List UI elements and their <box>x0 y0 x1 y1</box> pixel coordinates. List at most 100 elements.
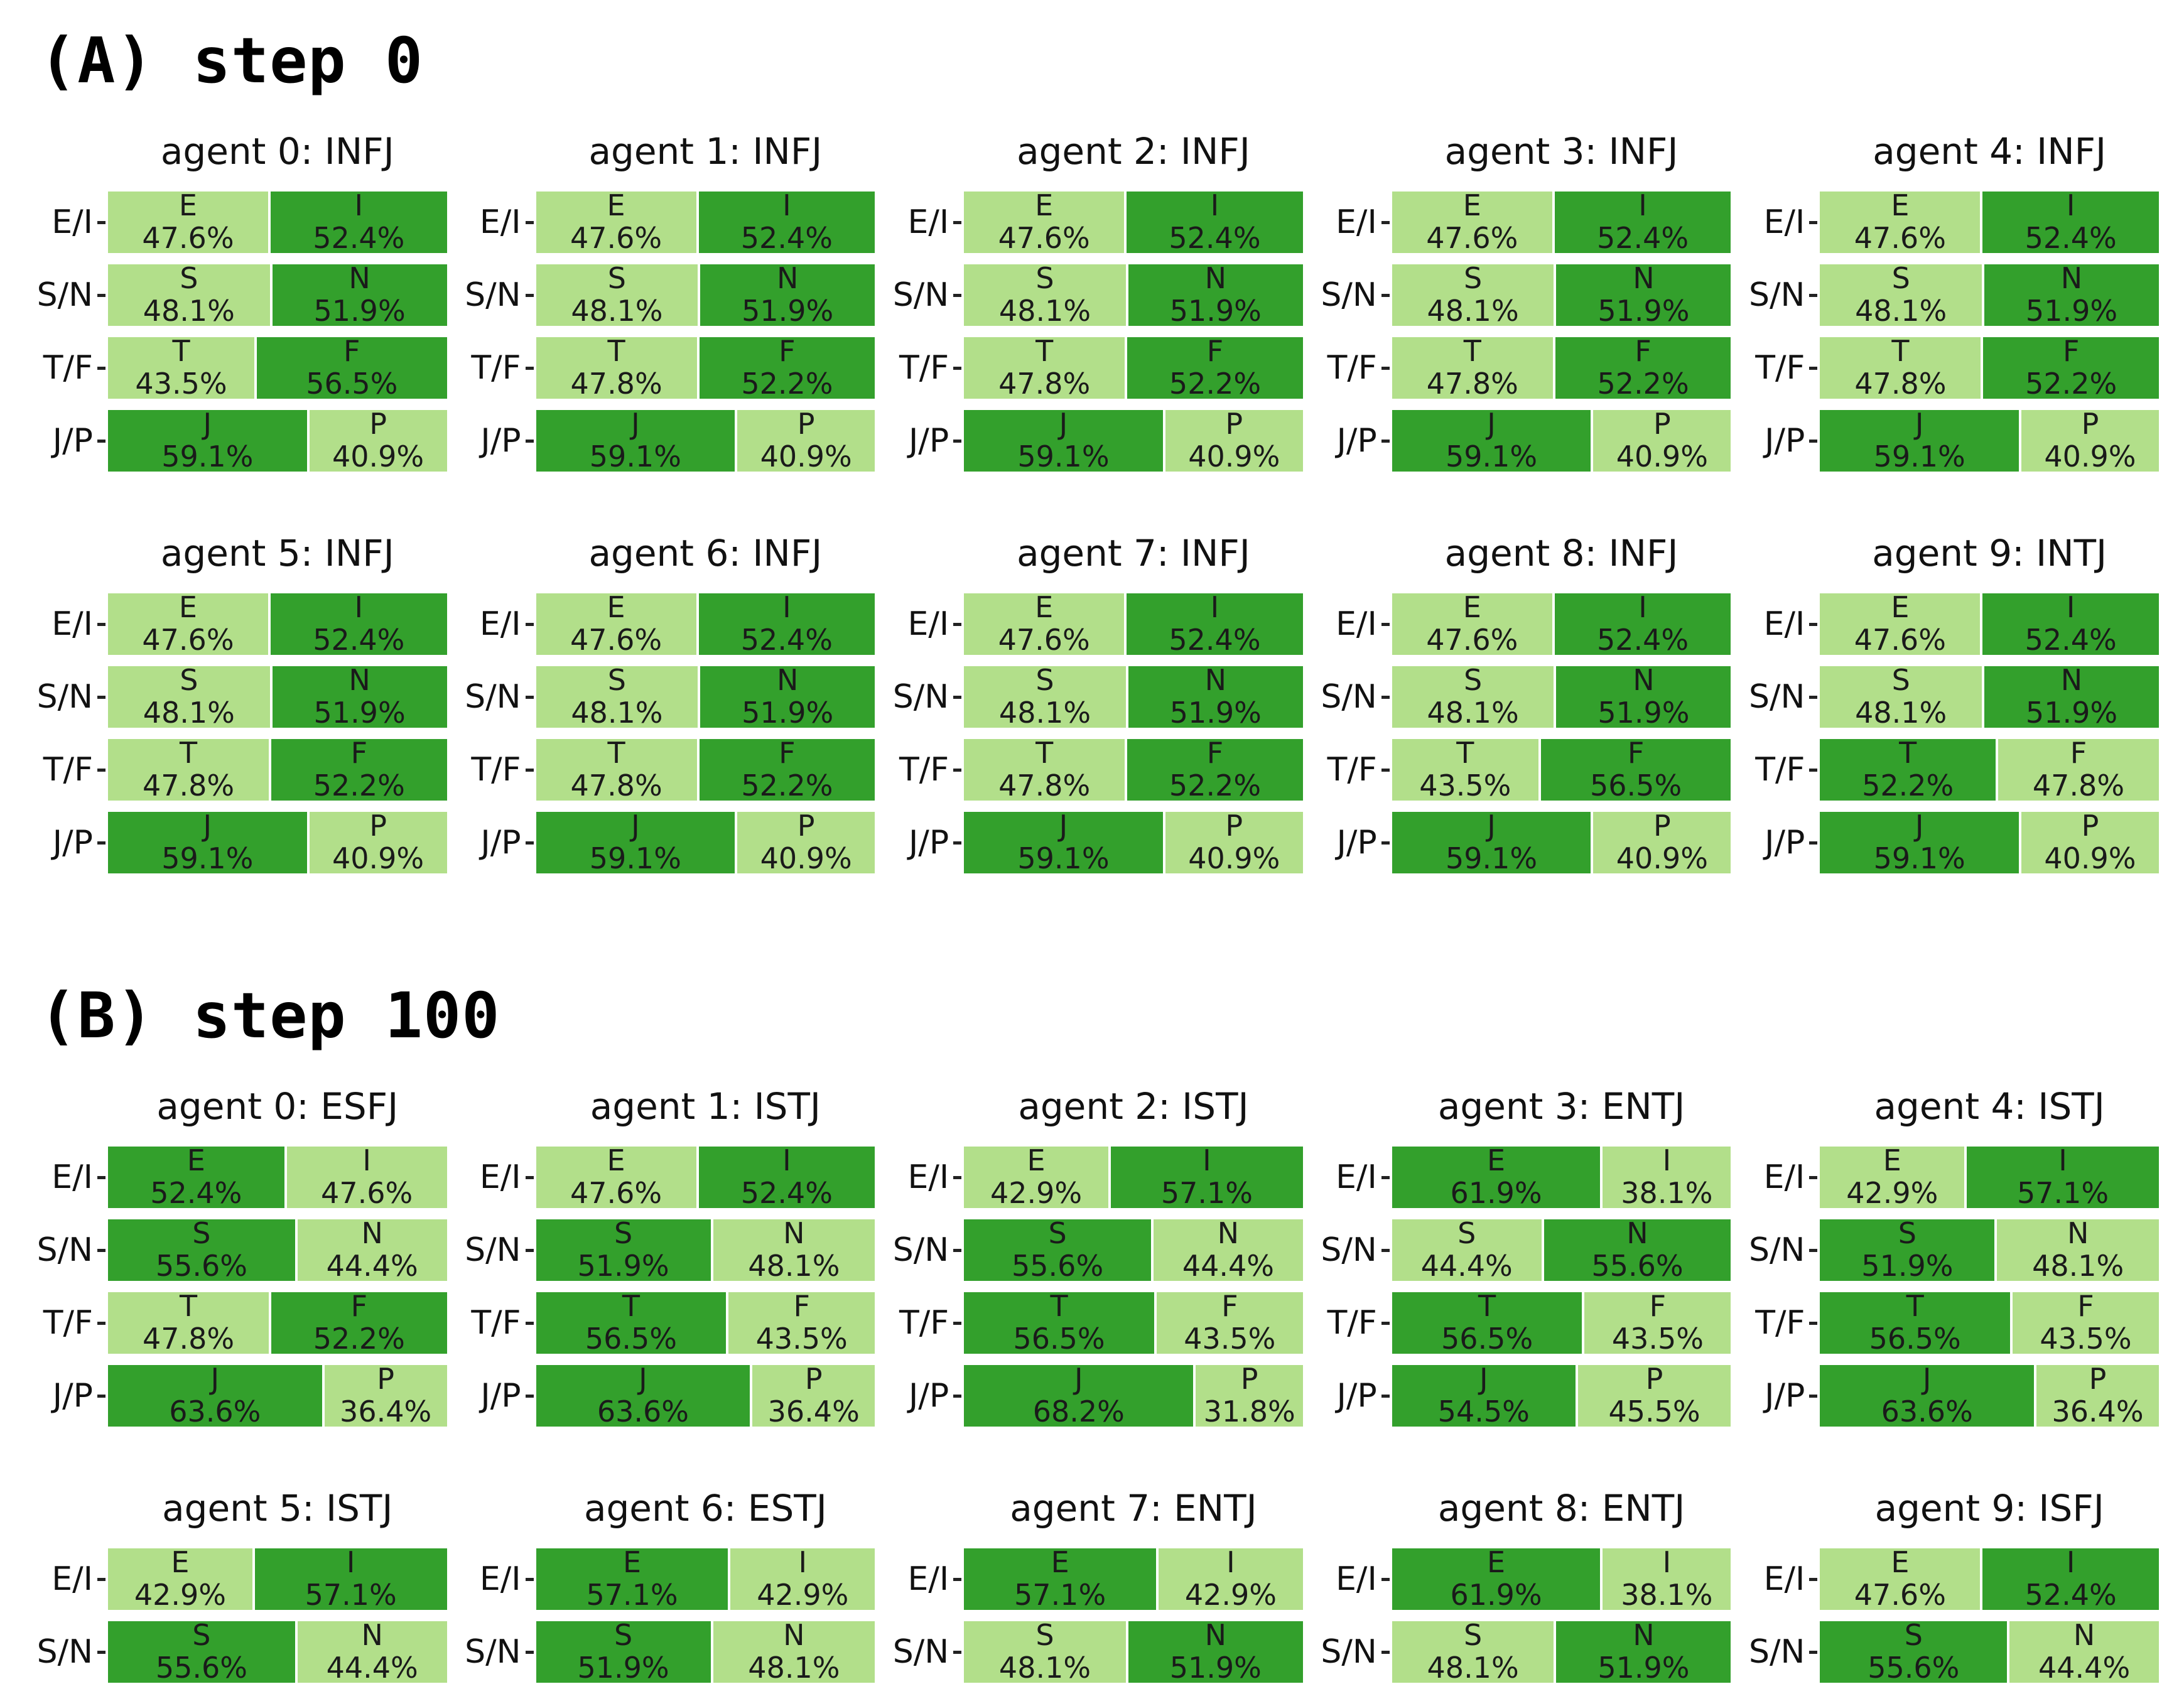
segment-letter: S <box>1464 666 1483 698</box>
axis-tick-mark-icon <box>1381 439 1390 443</box>
bar-segment-s: S 48.1% <box>536 264 698 326</box>
segment-letter: J <box>639 1365 647 1396</box>
segment-percent: 43.5% <box>1184 1322 1276 1354</box>
segment-percent: 47.6% <box>142 221 234 253</box>
bar-segment-s: S 48.1% <box>1392 264 1554 326</box>
segment-letter: S <box>614 1219 633 1251</box>
dichotomy-row: S/N S 51.9% N 48.1% <box>1737 1219 2159 1281</box>
segment-letter: E <box>1051 1548 1069 1580</box>
axis-tick-mark-icon <box>1809 220 1818 224</box>
bar-segment-e: E 61.9% <box>1392 1548 1601 1610</box>
segment-percent: 48.1% <box>1855 696 1947 728</box>
dichotomy-row: J/P J 59.1% P 40.9% <box>881 410 1303 472</box>
stacked-bar: E 47.6% I 52.4% <box>536 593 875 655</box>
segment-percent: 57.1% <box>586 1578 678 1610</box>
segment-percent: 63.6% <box>1881 1395 1973 1427</box>
axis-cell: J/P <box>881 1377 964 1415</box>
segment-letter: S <box>1891 666 1910 698</box>
dichotomy-row: S/N S 51.9% N 48.1% <box>453 1219 875 1281</box>
segment-letter: S <box>1457 1219 1476 1251</box>
axis-tick-mark-icon <box>953 1175 962 1179</box>
bar-segment-i: I 57.1% <box>254 1548 447 1610</box>
segment-percent: 40.9% <box>760 841 852 873</box>
axis-tick-label: E/I <box>907 1560 949 1598</box>
bar-segment-e: E 47.6% <box>108 593 268 655</box>
segment-letter: I <box>362 1147 371 1178</box>
segment-percent: 44.4% <box>1420 1249 1513 1281</box>
segment-percent: 43.5% <box>1611 1322 1704 1354</box>
axis-cell: S/N <box>1309 1231 1392 1269</box>
segment-letter: P <box>2081 410 2099 441</box>
bar-segment-e: E 42.9% <box>108 1548 252 1610</box>
axis-tick-label: T/F <box>43 751 93 789</box>
axis-tick-mark-icon <box>97 695 105 699</box>
bar-segment-n: N 48.1% <box>713 1219 875 1281</box>
segment-letter: E <box>178 593 197 625</box>
bar-segment-j: J 59.1% <box>1820 812 2019 873</box>
axis-tick-label: T/F <box>1327 751 1377 789</box>
axis-tick-mark-icon <box>953 768 962 772</box>
axis-cell: E/I <box>881 203 964 241</box>
bar-segment-e: E 47.6% <box>1820 593 1981 655</box>
bar-segment-f: F 52.2% <box>1983 337 2159 399</box>
stacked-bar: J 59.1% P 40.9% <box>1392 812 1731 873</box>
segment-percent: 57.1% <box>1014 1578 1106 1610</box>
stacked-bar: E 42.9% I 57.1% <box>108 1548 447 1610</box>
segment-percent: 47.8% <box>142 769 235 801</box>
segment-letter: E <box>1027 1147 1046 1178</box>
axis-cell: S/N <box>25 276 108 314</box>
axis-cell: E/I <box>1309 203 1392 241</box>
stacked-bar: S 48.1% N 51.9% <box>964 1621 1303 1683</box>
axis-tick-mark-icon <box>1381 366 1390 370</box>
stacked-bar: E 47.6% I 52.4% <box>1392 593 1731 655</box>
dichotomy-row: J/P J 59.1% P 40.9% <box>453 812 875 873</box>
bar-segment-n: N 51.9% <box>1128 666 1303 728</box>
segment-percent: 48.1% <box>1855 294 1947 326</box>
bar-segment-e: E 42.9% <box>1820 1147 1965 1208</box>
segment-letter: J <box>631 410 640 441</box>
segment-percent: 44.4% <box>1182 1249 1274 1281</box>
axis-tick-mark-icon <box>525 622 534 626</box>
axis-cell: E/I <box>1309 605 1392 643</box>
bar-segment-t: T 47.8% <box>108 1292 269 1354</box>
segment-percent: 48.1% <box>2032 1249 2124 1281</box>
axis-tick-mark-icon <box>525 1650 534 1654</box>
segment-letter: N <box>1204 666 1227 698</box>
segment-percent: 57.1% <box>2017 1176 2109 1208</box>
dichotomy-row: S/N S 55.6% N 44.4% <box>25 1219 447 1281</box>
segment-percent: 52.2% <box>1862 769 1954 801</box>
segment-percent: 52.4% <box>2025 221 2117 253</box>
segment-percent: 51.9% <box>313 294 406 326</box>
segment-percent: 42.9% <box>757 1578 849 1610</box>
segment-letter: P <box>1645 1365 1663 1396</box>
segment-percent: 52.4% <box>2025 1578 2117 1610</box>
stacked-bar: T 47.8% F 52.2% <box>1392 337 1731 399</box>
segment-percent: 48.1% <box>998 294 1091 326</box>
stacked-bar: E 47.6% I 52.4% <box>108 192 447 253</box>
segment-letter: F <box>343 337 360 369</box>
axis-cell: T/F <box>1309 349 1392 387</box>
axis-tick-label: J/P <box>908 422 949 460</box>
segment-letter: F <box>350 1292 368 1324</box>
axis-tick-mark-icon <box>1809 841 1818 845</box>
dichotomy-row: E/I E 57.1% I 42.9% <box>881 1548 1303 1610</box>
bar-segment-j: J 59.1% <box>1820 410 2019 472</box>
axis-tick-mark-icon <box>525 1175 534 1179</box>
bar-segment-p: P 40.9% <box>2021 410 2159 472</box>
axis-tick-label: J/P <box>1765 422 1805 460</box>
segment-letter: P <box>2081 812 2099 843</box>
segment-letter: J <box>1074 1365 1083 1396</box>
axis-tick-label: E/I <box>907 605 949 643</box>
dichotomy-row: J/P J 59.1% P 40.9% <box>1737 812 2159 873</box>
axis-tick-label: J/P <box>1765 824 1805 861</box>
segment-percent: 52.2% <box>313 769 405 801</box>
bar-segment-s: S 55.6% <box>1820 1621 2008 1683</box>
bar-segment-t: T 52.2% <box>1820 739 1996 801</box>
axis-tick-mark-icon <box>97 1650 105 1654</box>
dichotomy-row: S/N S 48.1% N 51.9% <box>453 666 875 728</box>
axis-cell: E/I <box>453 1560 536 1598</box>
segment-letter: I <box>1210 593 1219 625</box>
segment-letter: P <box>369 812 387 843</box>
axis-tick-label: T/F <box>1755 349 1805 387</box>
segment-percent: 55.6% <box>155 1651 247 1683</box>
